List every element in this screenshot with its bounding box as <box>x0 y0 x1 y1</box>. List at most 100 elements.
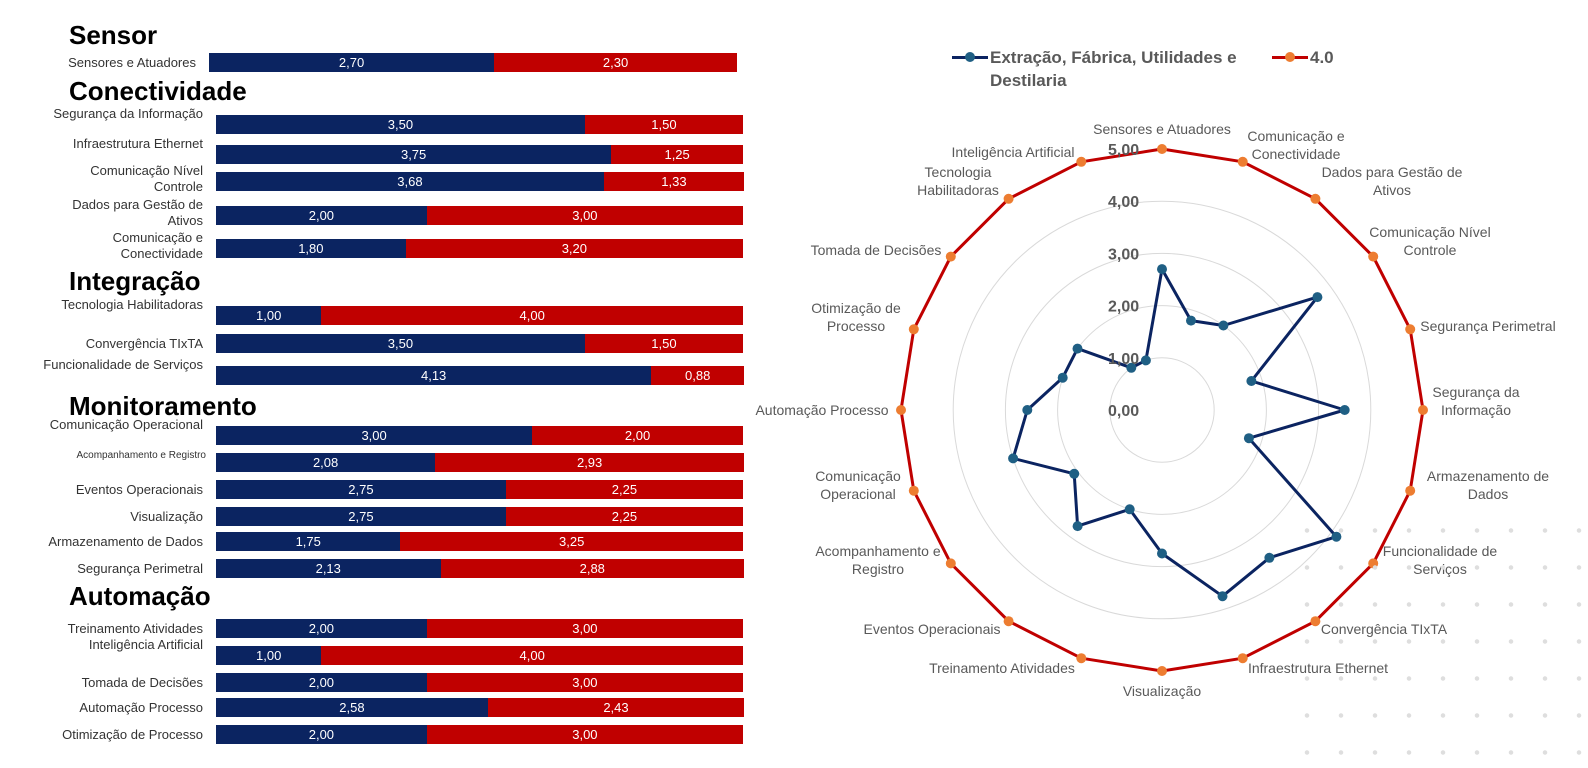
radar-axis-label: Sensores e Atuadores <box>1093 121 1231 137</box>
radar-tick-label: 5,00 <box>1108 142 1139 159</box>
radar-axis-label: Inteligência Artificial <box>952 144 1075 160</box>
radar-axis-label: Segurança Perimetral <box>1420 318 1555 334</box>
radar-axis-label: Comunicação e Conectividade <box>1247 128 1344 162</box>
radar-axis-label: Segurança da Informação <box>1432 384 1519 418</box>
bar-segment-series-b: 2,93 <box>435 453 745 472</box>
radar-tick-label: 0,00 <box>1108 403 1139 420</box>
bar-segment-series-a: 3,75 <box>216 145 612 164</box>
bar-row-label: Sensores e Atuadores <box>68 55 196 70</box>
radar-axis-label: Acompanhamento e Registro <box>815 543 941 577</box>
radar-point <box>1405 324 1416 335</box>
bar-row-label: Dados para Gestão de Ativos <box>72 197 203 228</box>
legend-label-a: Extração, Fábrica, Utilidades e Destilar… <box>990 48 1237 90</box>
bar-segment-series-b: 4,00 <box>321 646 743 665</box>
radar-point <box>1418 405 1428 415</box>
radar-point <box>908 485 919 496</box>
radar-point <box>1310 193 1321 204</box>
bar-segment-series-b: 3,00 <box>426 673 743 692</box>
radar-point <box>1140 355 1151 366</box>
bar-segment-series-a: 3,68 <box>216 172 604 191</box>
bar-row-label: Tomada de Decisões <box>81 675 203 690</box>
bar-segment-series-a: 1,00 <box>216 646 322 665</box>
bar-row-label: Segurança da Informação <box>53 106 203 121</box>
legend-swatch-a-icon <box>952 52 988 62</box>
bar-row-label: Funcionalidade de Serviços <box>43 357 203 372</box>
bar-segment-series-a: 1,00 <box>216 306 322 325</box>
bar-segment-series-b: 2,00 <box>532 426 743 445</box>
radar-point <box>1072 521 1083 532</box>
radar-point <box>1072 343 1083 354</box>
bar-row-label: Segurança Perimetral <box>77 561 203 576</box>
bar-segment-series-a: 2,00 <box>216 619 427 638</box>
bar-segment-series-a: 2,00 <box>216 206 427 225</box>
bar-segment-series-a: 3,50 <box>216 115 585 134</box>
radar-axis-label: Treinamento Atividades <box>929 660 1075 676</box>
radar-point <box>1076 653 1087 664</box>
radar-grid-ring <box>1057 305 1267 515</box>
radar-point <box>1069 468 1080 479</box>
bar-segment-series-b: 0,88 <box>651 366 745 385</box>
radar-point <box>1186 315 1196 326</box>
radar-grid-ring <box>1109 357 1215 463</box>
radar-point <box>945 558 956 569</box>
bar-row-label: Automação Processo <box>79 700 203 715</box>
bar-segment-series-a: 2,75 <box>216 480 506 499</box>
category-title: Monitoramento <box>69 391 257 421</box>
bar-row-label: Visualização <box>130 509 203 524</box>
bar-row-label: Comunicação e Conectividade <box>112 230 203 261</box>
stacked-bar-chart: Sensor Sensores e Atuadores 2,70 2,30 Conect… <box>0 0 760 768</box>
radar-point <box>1022 405 1033 415</box>
radar-axis-label: Tomada de Decisões <box>811 242 942 258</box>
radar-point <box>1008 453 1019 464</box>
legend-label-b: 4.0 <box>1310 48 1334 67</box>
radar-axis-label: Armazenamento de Dados <box>1427 468 1549 502</box>
bar-row-label: Convergência TIxTA <box>85 336 203 351</box>
radar-point <box>1218 320 1229 331</box>
bar-segment-series-b: 3,00 <box>426 206 743 225</box>
radar-point <box>896 405 906 415</box>
category-title: Automação <box>69 581 211 611</box>
bar-segment-series-a: 1,75 <box>216 532 401 551</box>
bar-segment-series-a: 2,00 <box>216 673 427 692</box>
radar-point <box>1157 548 1167 559</box>
radar-point <box>1057 372 1068 383</box>
category-title: Sensor <box>69 20 158 50</box>
radar-tick-label: 3,00 <box>1108 246 1139 263</box>
category-title: Integração <box>69 266 201 296</box>
radar-point <box>1368 251 1379 262</box>
bar-segment-series-a: 2,00 <box>216 725 427 744</box>
bar-segment-series-b: 4,00 <box>321 306 743 325</box>
radar-grid-ring <box>1004 252 1320 568</box>
radar-axis-label: Dados para Gestão de Ativos <box>1322 164 1463 198</box>
radar-tick-label: 4,00 <box>1108 194 1139 211</box>
bar-segment-series-b: 2,43 <box>487 698 745 717</box>
bar-segment-series-b: 3,25 <box>400 532 743 551</box>
bar-segment-series-b: 1,50 <box>584 115 743 134</box>
radar-point <box>1003 616 1014 627</box>
bar-segment-series-a: 1,80 <box>216 239 406 258</box>
radar-point <box>1339 405 1350 415</box>
radar-point <box>1312 292 1323 303</box>
bar-row-label: Eventos Operacionais <box>75 482 203 497</box>
category-title: Conectividade <box>69 76 247 106</box>
bar-row-label: Comunicação Nível Controle <box>90 163 203 194</box>
radar-point <box>1246 376 1257 386</box>
radar-point <box>1157 666 1167 676</box>
radar-axis-label: Eventos Operacionais <box>864 621 1001 637</box>
radar-point <box>1126 362 1137 373</box>
bar-row-label: Infraestrutura Ethernet <box>72 136 203 151</box>
radar-point <box>1237 156 1248 167</box>
bar-segment-series-b: 2,25 <box>505 480 743 499</box>
radar-axis-label: Visualização <box>1123 683 1202 699</box>
radar-point <box>1237 653 1248 664</box>
radar-point <box>1124 504 1135 515</box>
bar-segment-series-b: 1,25 <box>611 145 743 164</box>
bar-row-label: Comunicação Operacional <box>49 417 203 432</box>
bar-segment-series-a: 2,13 <box>216 559 441 578</box>
bar-row-label: Inteligência Artificial <box>88 637 203 652</box>
radar-point <box>1157 264 1167 275</box>
bar-segment-series-a: 2,58 <box>216 698 488 717</box>
bar-segment-series-b: 3,00 <box>426 619 743 638</box>
bar-segment-series-b: 1,33 <box>603 172 745 191</box>
